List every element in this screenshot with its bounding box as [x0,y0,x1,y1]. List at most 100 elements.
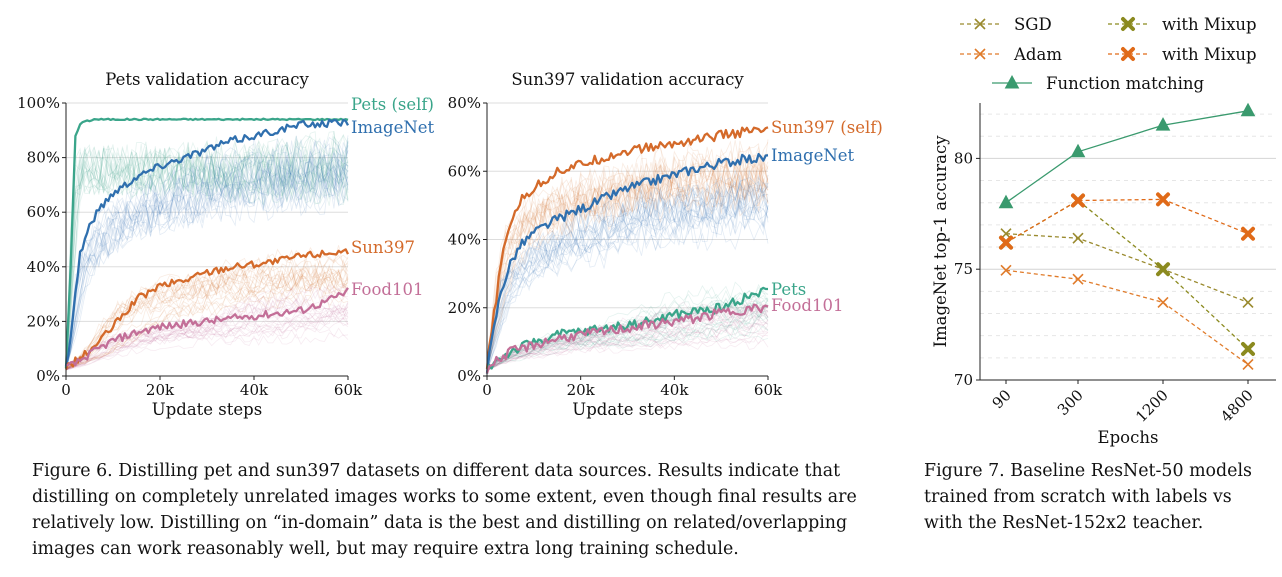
trajectory-line [486,323,769,372]
marker-x [1000,264,1012,276]
marker-x [974,18,986,30]
x-axis-label: Update steps [152,400,262,419]
trajectory-line [65,267,349,370]
trajectory-line [65,148,349,370]
trajectory-line [65,146,349,370]
trajectory-line [486,313,769,371]
trajectory-line [65,158,349,371]
series-line [485,152,769,374]
trajectory-line [486,177,769,372]
y-tick-label: 20% [448,299,481,317]
y-tick-label: 70 [954,371,973,389]
trajectory-line [65,332,349,370]
x-axis-label: Update steps [572,400,682,419]
x-tick-label: 60k [754,381,783,399]
trajectory-line [65,140,349,369]
trajectory-line [65,131,349,371]
series-line [485,303,769,374]
trajectory-line [65,152,349,370]
trajectory-line [486,140,769,371]
trajectory-line [486,150,769,371]
trajectory-line [65,150,349,371]
trajectory-line [486,182,769,371]
x-tick-label: 20k [567,381,596,399]
trajectory-line [65,304,349,371]
trajectory-line [486,181,769,371]
marker-x [1157,296,1169,309]
marker-thick-x [1156,262,1170,277]
trajectory-line [486,297,769,372]
trajectory-line [65,301,349,370]
x-tick-label: 0 [482,381,492,399]
y-tick-label: 80% [27,149,60,167]
series-line [1005,233,1249,304]
series-label: ImageNet [351,118,435,137]
trajectory-line [65,152,349,369]
chart-title: Sun397 validation accuracy [511,70,744,89]
y-tick-label: 75 [954,260,973,278]
trajectory-line [486,154,769,371]
marker-thick-x [1156,192,1170,207]
trajectory-line [65,139,349,371]
legend-label: SGD [1014,15,1052,34]
trajectory-line [486,158,769,371]
trajectory-line [65,266,349,371]
marker-thick-x [1241,341,1255,356]
trajectory-line [65,308,349,371]
marker-x [1242,296,1254,309]
trajectory-line [486,181,769,372]
trajectory-line [486,147,769,371]
trajectory-line [486,305,769,372]
trajectory-line [486,194,769,372]
y-tick-label: 100% [17,94,60,112]
trajectory-line [65,146,349,370]
trajectory-line [486,334,769,371]
trajectory-line [486,164,769,371]
marker-thick-x [999,235,1013,250]
trajectory-line [486,153,769,371]
trajectory-line [486,186,769,371]
trajectory-line [486,281,769,372]
trajectory-line [65,262,349,371]
trajectory-line [65,150,349,370]
trajectory-line [65,327,349,371]
trajectory-line [65,146,349,371]
y-axis-label: ImageNet top-1 accuracy [931,135,950,348]
trajectory-line [65,311,349,371]
series-label: ImageNet [771,146,855,165]
trajectory-line [65,141,349,370]
trajectory-line [486,178,769,371]
chart-panel-2: 70 75 80 90 300 1200 4800 Epochs ImageNet top-1 … [931,15,1276,447]
marker-x [1242,358,1254,371]
trajectory-line [486,158,769,371]
trajectory-line [65,268,349,370]
trajectory-line [65,145,349,370]
trajectory-line [65,156,349,370]
trajectory-line [65,147,349,370]
trajectory-line [65,141,349,370]
x-tick-label: 0 [61,381,71,399]
trajectory-line [65,161,349,370]
marker-thick-x [1121,17,1135,31]
x-tick-label: 4800 [1217,386,1257,426]
trajectory-line [65,165,349,371]
trajectory-line [486,322,769,372]
figure-7-caption: Figure 7. Baseline ResNet-50 models trai… [924,461,1252,533]
trajectory-line [486,210,769,371]
trajectory-line [65,153,349,370]
trajectory-line [65,303,349,371]
trajectory-line [486,339,769,371]
y-tick-label: 40% [27,258,60,276]
x-tick-label: 90 [989,386,1015,412]
x-tick-label: 20k [146,381,175,399]
marker-thick-x [1071,193,1085,208]
trajectory-line [486,181,769,371]
trajectory-line [486,324,769,371]
trajectory-line [65,148,349,371]
trajectory-line [65,131,349,370]
trajectory-line [65,133,349,371]
trajectory-line [65,268,349,370]
legend-label: with Mixup [1162,45,1257,64]
series-label: Pets (self) [351,95,434,114]
